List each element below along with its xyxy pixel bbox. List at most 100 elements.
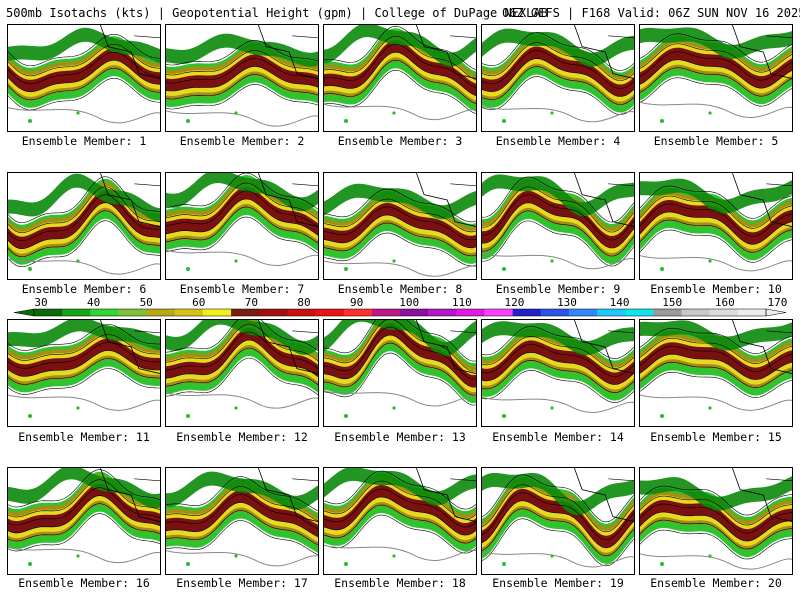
colorbar-tick-label: 170 [767,296,788,309]
colorbar-segment [484,309,514,316]
colorbar-segment [343,309,373,316]
panel-label-3: Ensemble Member: 3 [337,134,463,148]
panel-label-10: Ensemble Member: 10 [650,282,782,296]
colorbar-tick-label: 140 [609,296,630,309]
isotach-map-19 [482,468,634,568]
panel-label-14: Ensemble Member: 14 [492,430,624,444]
panel-label-11: Ensemble Member: 11 [18,430,150,444]
isotach-map-4 [482,25,634,123]
header-run-info: 06Z GEFS | F168 Valid: 06Z SUN NOV 16 20… [502,6,800,20]
ensemble-panel-7 [165,172,319,280]
colorbar-segment [287,309,317,316]
ensemble-panel-8 [323,172,477,280]
colorbar-segment [202,309,232,316]
ensemble-panel-5 [639,24,793,132]
isotach-map-10 [640,173,792,272]
ensemble-panel-12 [165,319,319,427]
colorbar-segment [146,309,176,316]
colorbar-tick-label: 40 [86,296,101,309]
header-title: 500mb Isotachs (kts) | Geopotential Heig… [6,6,548,20]
isotach-map-9 [482,173,634,271]
isotach-map-11 [8,320,160,418]
ensemble-panel-20 [639,467,793,575]
colorbar-tick-label: 30 [34,296,48,309]
isotach-map-13 [324,320,476,418]
colorbar-segment [90,309,119,316]
isotach-map-12 [166,320,318,418]
panel-label-1: Ensemble Member: 1 [21,134,147,148]
colorbar-segment [737,309,767,316]
panel-label-16: Ensemble Member: 16 [18,576,150,590]
colorbar-tick-label: 70 [244,296,259,309]
colorbar-segment [315,309,345,316]
isotach-map-2 [166,25,318,127]
ensemble-panel-10 [639,172,793,280]
isotach-map-3 [324,25,476,123]
colorbar-tick-label: 60 [192,296,206,309]
colorbar-tick-label: 110 [451,296,472,309]
colorbar-segment [681,309,711,316]
colorbar-tick-label: 160 [714,296,735,309]
colorbar-segment [597,309,626,316]
panel-label-8: Ensemble Member: 8 [337,282,463,296]
ensemble-panel-2 [165,24,319,132]
panel-label-9: Ensemble Member: 9 [495,282,621,296]
colorbar-tick-label: 120 [504,296,525,309]
isotach-map-14 [482,320,634,418]
panel-label-7: Ensemble Member: 7 [179,282,305,296]
panel-label-2: Ensemble Member: 2 [179,134,305,148]
panel-label-15: Ensemble Member: 15 [650,430,782,444]
colorbar-tick-label: 50 [139,296,153,309]
panel-label-5: Ensemble Member: 5 [653,134,779,148]
colorbar-tick-label: 80 [297,296,311,309]
colorbar-segment [231,309,260,316]
colorbar-tick-label: 100 [399,296,420,309]
isotach-map-16 [8,468,160,566]
colorbar-tick-label: 150 [662,296,683,309]
isotach-map-20 [640,468,792,570]
colorbar-segment [62,309,91,316]
isotach-map-1 [8,25,160,124]
isotach-map-7 [166,173,318,271]
isotach-colorbar [13,308,787,317]
panel-label-12: Ensemble Member: 12 [176,430,308,444]
ensemble-panel-6 [7,172,161,280]
colorbar-segment [118,309,148,316]
isotach-map-17 [166,468,318,567]
colorbar-tick-label: 90 [349,296,364,309]
colorbar-segment [34,309,63,316]
ensemble-panel-11 [7,319,161,427]
colorbar-segment [428,309,457,316]
colorbar-segment [709,309,739,316]
colorbar-tick-label: 130 [557,296,577,309]
ensemble-panel-1 [7,24,161,132]
ensemble-panel-14 [481,319,635,427]
panel-label-6: Ensemble Member: 6 [21,282,147,296]
isotach-map-6 [8,173,160,275]
ensemble-panel-3 [323,24,477,132]
colorbar-segment [259,309,288,316]
ensemble-panel-9 [481,172,635,280]
colorbar-segment [400,309,429,316]
colorbar-left-arrow [13,308,35,317]
ensemble-panel-15 [639,319,793,427]
panel-label-4: Ensemble Member: 4 [495,134,621,148]
colorbar-segment [540,309,570,316]
ensemble-panel-13 [323,319,477,427]
colorbar-segment [371,309,401,316]
panel-label-18: Ensemble Member: 18 [334,576,466,590]
isotach-map-8 [324,173,476,277]
colorbar-segment [653,309,683,316]
colorbar-segment [625,309,654,316]
colorbar-segment [512,309,542,316]
ensemble-panel-4 [481,24,635,132]
isotach-map-5 [640,25,792,123]
colorbar-segment [568,309,598,316]
isotach-map-18 [324,468,476,566]
ensemble-panel-18 [323,467,477,575]
colorbar-segment [456,309,485,316]
isotach-map-15 [640,320,792,418]
ensemble-panel-16 [7,467,161,575]
panel-label-13: Ensemble Member: 13 [334,430,466,444]
